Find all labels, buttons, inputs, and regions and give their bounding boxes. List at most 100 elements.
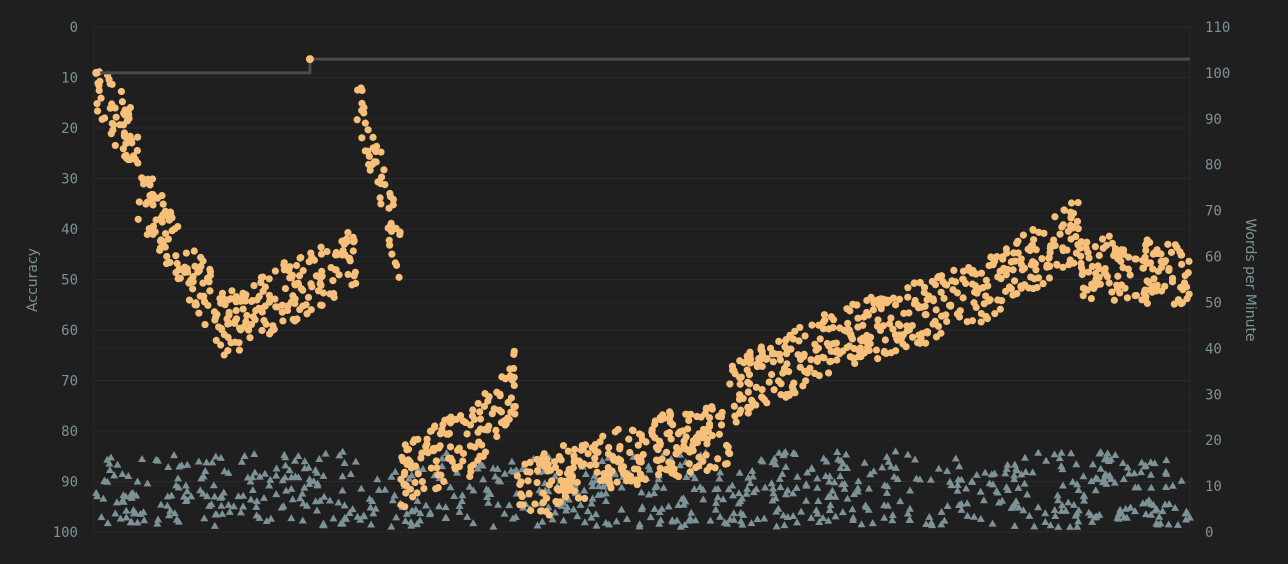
accuracy-point [1152,519,1161,527]
wpm-point [686,468,694,476]
accuracy-point [1042,456,1051,464]
accuracy-point [864,505,873,513]
accuracy-point [334,498,343,506]
wpm-point [785,368,793,376]
wpm-point [224,296,233,304]
wpm-point [1105,232,1113,240]
accuracy-point [1103,449,1112,457]
wpm-point [791,327,799,335]
wpm-point [982,292,990,300]
best-wpm-step-line [94,57,1190,75]
accuracy-point [840,479,849,487]
accuracy-point [305,479,314,487]
accuracy-point [224,500,233,508]
wpm-point [766,344,775,352]
accuracy-point [111,509,120,517]
accuracy-point [772,507,781,515]
wpm-point [224,333,232,341]
wpm-point [395,273,403,281]
accuracy-point [719,495,728,503]
wpm-point [1067,208,1075,216]
accuracy-point [1130,469,1139,477]
wpm-point [1074,198,1082,207]
accuracy-point [690,485,699,493]
wpm-point [101,114,109,122]
wpm-point [533,478,541,487]
wpm-point [997,275,1005,283]
accuracy-point [768,458,777,466]
accuracy-point [610,470,619,478]
wpm-point [914,301,922,310]
wpm-point [162,259,171,268]
wpm-point [511,410,519,418]
wpm-point [249,313,257,321]
accuracy-point [126,518,135,526]
wpm-point [281,284,290,293]
wpm-point [239,305,247,313]
wpm-point [480,402,488,410]
wpm-point [469,461,477,469]
accuracy-point [413,520,422,528]
wpm-point [637,472,645,480]
accuracy-point [789,511,798,519]
wpm-point [1178,299,1187,307]
accuracy-point [1119,475,1128,483]
accuracy-point [1030,522,1039,530]
wpm-point [812,346,820,354]
accuracy-point [826,501,835,509]
wpm-point [293,315,301,323]
accuracy-point [564,495,573,503]
accuracy-point [742,489,751,497]
accuracy-point [280,450,289,458]
accuracy-point [994,498,1003,506]
accuracy-point [121,492,130,500]
wpm-point [959,267,968,275]
accuracy-point [1181,509,1190,517]
wpm-point [516,501,524,509]
wpm-point [129,152,138,160]
wpm-point [279,317,287,325]
wpm-point [1045,274,1053,282]
accuracy-point [1054,522,1063,530]
accuracy-point [300,457,309,465]
wpm-point [526,468,534,476]
wpm-point [747,396,756,404]
wpm-series [93,68,1193,519]
wpm-point [1019,231,1027,239]
accuracy-point [187,492,196,500]
wpm-point [580,460,588,468]
accuracy-point [1134,483,1143,491]
accuracy-point [335,451,344,459]
wpm-point [1088,262,1096,271]
accuracy-point [1067,449,1076,457]
wpm-point [943,317,951,326]
accuracy-point [1158,507,1167,515]
accuracy-point [781,462,790,470]
accuracy-point [976,487,985,495]
wpm-point [1142,246,1150,255]
left-tick-label: 0 [70,20,78,36]
wpm-point [385,236,393,244]
wpm-point [106,104,114,112]
accuracy-point [583,507,592,515]
wpm-point [471,443,479,451]
wpm-point [1103,272,1111,281]
accuracy-point [728,481,737,489]
wpm-point [891,301,900,309]
accuracy-point [587,513,596,521]
wpm-point [825,325,833,333]
wpm-point [236,324,244,332]
wpm-point [1114,251,1122,259]
wpm-point [215,323,223,331]
wpm-point [800,350,808,358]
accuracy-point [163,492,172,500]
accuracy-point [976,514,985,522]
left-axis-label: Accuracy [25,248,41,312]
accuracy-point [1111,451,1120,459]
wpm-point [819,325,828,333]
accuracy-point [953,480,962,488]
wpm-point [1142,240,1150,248]
wpm-point [481,448,490,456]
right-tick-label: 50 [1205,295,1222,311]
wpm-point [176,274,184,282]
